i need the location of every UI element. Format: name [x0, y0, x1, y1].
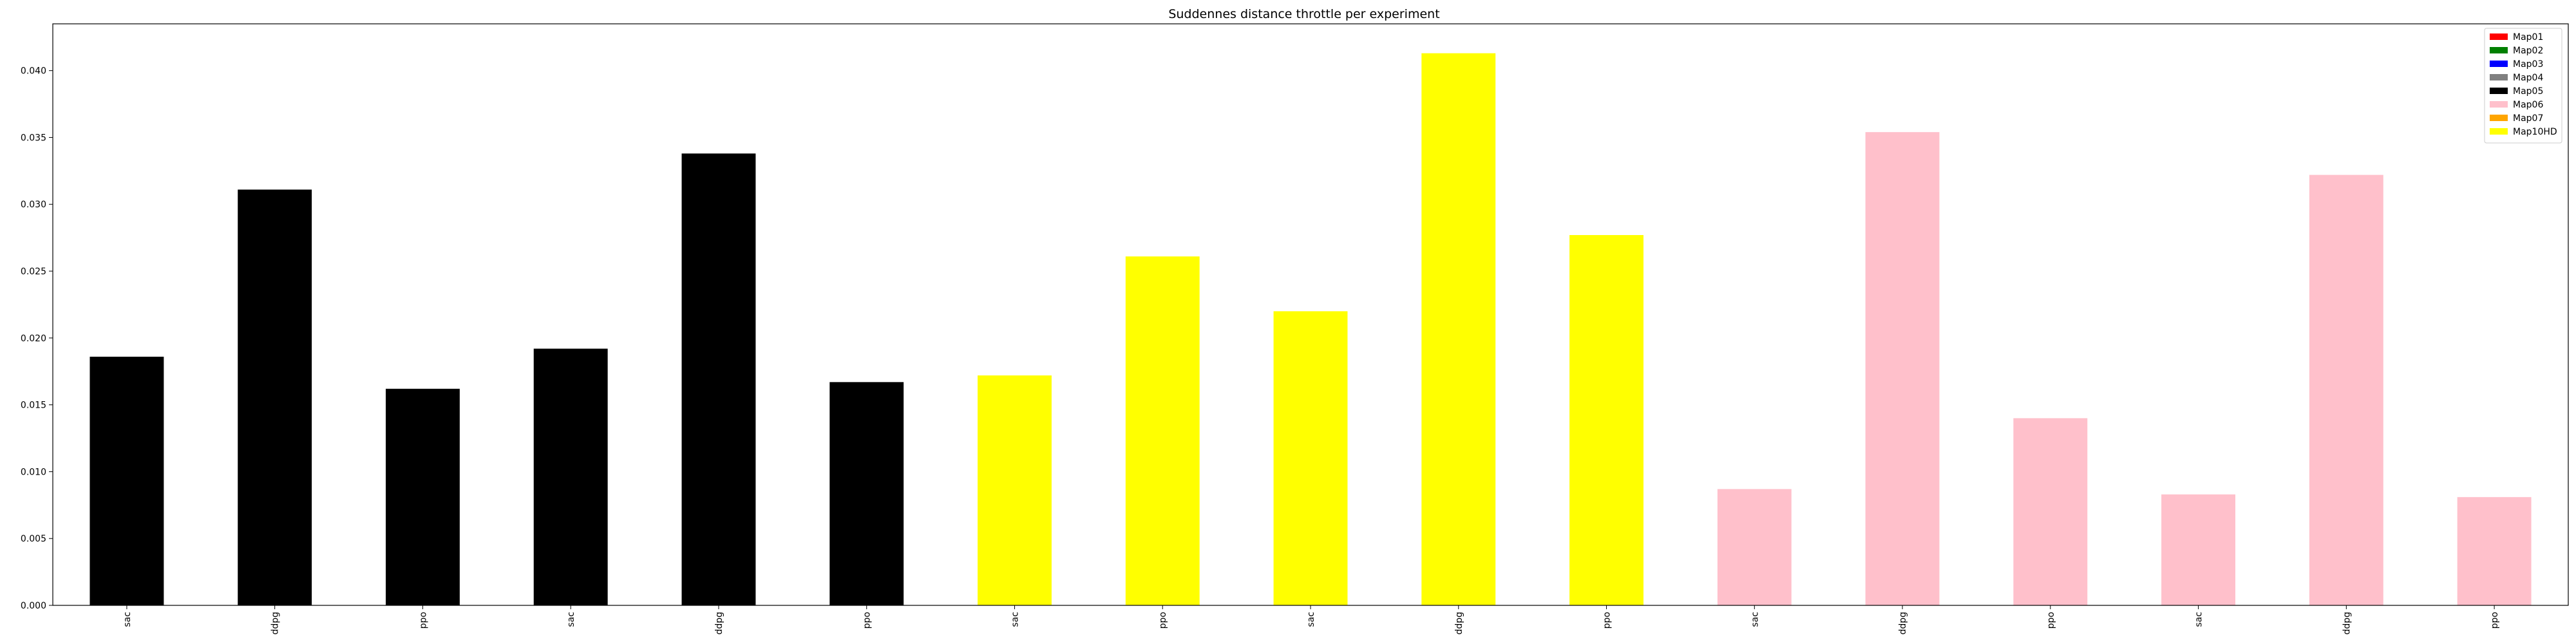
- x-tick-label: ddpg: [1898, 612, 1908, 635]
- bar: [385, 388, 460, 605]
- x-tick-label: ppo: [2046, 612, 2056, 629]
- bar: [829, 382, 904, 605]
- bar: [2309, 175, 2383, 606]
- bar: [1273, 311, 1348, 605]
- x-axis: sac ddpg ppo sac ddpg ppo sac ppo sac ddpg ppo sac d…: [122, 605, 2500, 635]
- bar: [1125, 256, 1200, 605]
- x-tick-label: ddpg: [270, 612, 281, 635]
- y-tick-label: 0.000: [21, 601, 46, 611]
- x-tick-label: ppo: [1602, 612, 1613, 629]
- x-tick-label: ddpg: [714, 612, 724, 635]
- legend-swatch: [2490, 74, 2508, 80]
- legend-label: Map01: [2513, 32, 2543, 43]
- x-tick-label: sac: [122, 612, 133, 627]
- x-tick-label: sac: [1750, 612, 1760, 627]
- legend-swatch: [2490, 88, 2508, 94]
- x-tick-label: ppo: [862, 612, 873, 629]
- plot-frame: [52, 23, 2569, 606]
- legend-swatch: [2490, 61, 2508, 67]
- y-tick-label: 0.035: [21, 133, 46, 143]
- y-tick-label: 0.005: [21, 534, 46, 544]
- legend-label: Map03: [2513, 59, 2543, 70]
- bar: [2457, 497, 2532, 605]
- bar: [978, 375, 1052, 605]
- bar: [2013, 418, 2088, 605]
- x-tick-label: sac: [1010, 612, 1020, 627]
- bar: [1717, 489, 1792, 605]
- legend-swatch: [2490, 33, 2508, 40]
- x-tick-label: ddpg: [1454, 612, 1464, 635]
- legend: Map01 Map02 Map03 Map04 Map05 Map06 Map07 Map10…: [2484, 28, 2562, 144]
- legend-box: [2484, 28, 2562, 144]
- y-tick-label: 0.010: [21, 467, 46, 477]
- legend-swatch: [2490, 47, 2508, 53]
- legend-swatch: [2490, 128, 2508, 135]
- y-tick-label: 0.020: [21, 334, 46, 344]
- legend-label: Map10HD: [2513, 127, 2557, 137]
- bar: [238, 189, 312, 606]
- bar: [533, 348, 608, 605]
- y-tick-label: 0.040: [21, 66, 46, 77]
- x-tick-label: sac: [2194, 612, 2204, 627]
- x-tick-label: ddpg: [2342, 612, 2352, 635]
- x-tick-label: sac: [1306, 612, 1316, 627]
- y-tick-label: 0.030: [21, 200, 46, 210]
- bar: [1421, 53, 1496, 606]
- chart-title: Suddennes distance throttle per experime…: [1168, 7, 1439, 21]
- legend-label: Map05: [2513, 86, 2543, 97]
- bars-group: [90, 53, 2532, 606]
- bar: [1865, 132, 1940, 605]
- x-tick-label: ppo: [2490, 612, 2500, 629]
- legend-swatch: [2490, 101, 2508, 108]
- bar: [2161, 494, 2236, 605]
- legend-swatch: [2490, 115, 2508, 121]
- legend-label: Map04: [2513, 73, 2543, 83]
- x-tick-label: ppo: [418, 612, 428, 629]
- legend-label: Map07: [2513, 113, 2543, 124]
- x-tick-label: sac: [566, 612, 576, 627]
- bar: [90, 356, 164, 605]
- bar: [1569, 234, 1643, 605]
- legend-label: Map06: [2513, 100, 2543, 110]
- legend-label: Map02: [2513, 46, 2543, 56]
- y-axis: 0.000 0.005 0.010 0.015 0.020 0.025 0.030 0.035…: [21, 66, 53, 611]
- bar: [681, 153, 756, 605]
- x-tick-label: ppo: [1158, 612, 1168, 629]
- y-tick-label: 0.015: [21, 401, 46, 411]
- y-tick-label: 0.025: [21, 267, 46, 277]
